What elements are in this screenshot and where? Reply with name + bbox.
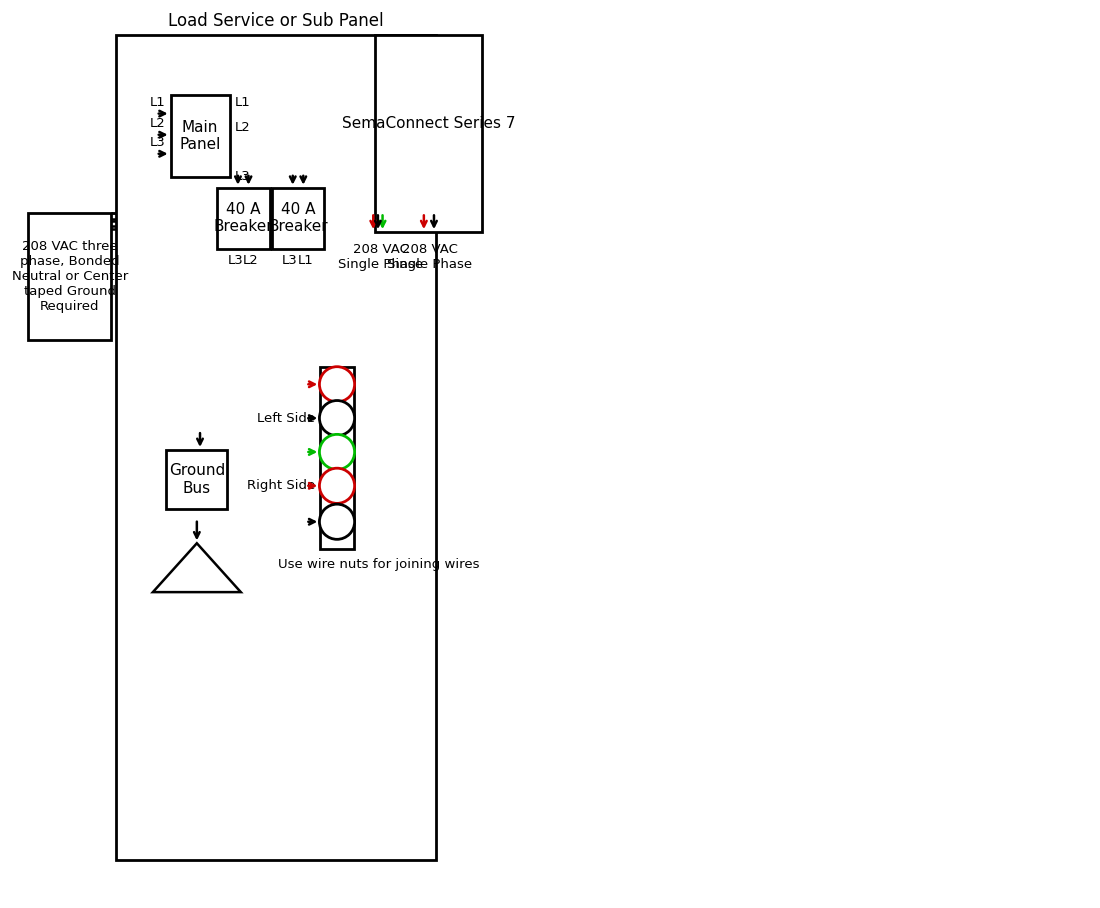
Text: 208 VAC three
phase, Bonded
Neutral or Center
taped Ground
Required: 208 VAC three phase, Bonded Neutral or C… <box>12 240 128 313</box>
Circle shape <box>319 367 354 402</box>
Bar <box>170 94 230 177</box>
Text: L3: L3 <box>228 254 243 267</box>
Circle shape <box>319 400 354 436</box>
Text: 208 VAC
Single Phase: 208 VAC Single Phase <box>387 242 472 271</box>
Text: Right Side: Right Side <box>248 479 316 492</box>
Bar <box>217 188 270 249</box>
Text: 40 A
Breaker: 40 A Breaker <box>213 202 273 234</box>
Text: L2: L2 <box>234 121 250 134</box>
Text: Ground
Bus: Ground Bus <box>168 463 225 496</box>
Circle shape <box>319 469 354 503</box>
Bar <box>116 35 436 860</box>
Text: L3: L3 <box>234 170 250 183</box>
Text: L1: L1 <box>234 95 250 109</box>
Text: Load Service or Sub Panel: Load Service or Sub Panel <box>168 13 384 31</box>
Text: Left Side: Left Side <box>257 411 316 425</box>
Text: Use wire nuts for joining wires: Use wire nuts for joining wires <box>278 558 480 571</box>
Text: L2: L2 <box>243 254 258 267</box>
Text: Main
Panel: Main Panel <box>179 120 221 152</box>
Text: L1: L1 <box>298 254 314 267</box>
Bar <box>29 213 111 340</box>
Text: SemaConnect Series 7: SemaConnect Series 7 <box>342 116 516 132</box>
Bar <box>272 188 324 249</box>
Bar <box>375 35 483 232</box>
Bar <box>320 368 354 549</box>
Circle shape <box>319 504 354 539</box>
Text: L3: L3 <box>150 136 166 149</box>
Text: L1: L1 <box>150 95 166 109</box>
Text: 208 VAC
Single Phase: 208 VAC Single Phase <box>338 242 424 271</box>
Circle shape <box>319 434 354 469</box>
Bar <box>166 449 228 509</box>
Text: 40 A
Breaker: 40 A Breaker <box>268 202 328 234</box>
Text: L2: L2 <box>150 117 166 130</box>
Text: L3: L3 <box>283 254 298 267</box>
